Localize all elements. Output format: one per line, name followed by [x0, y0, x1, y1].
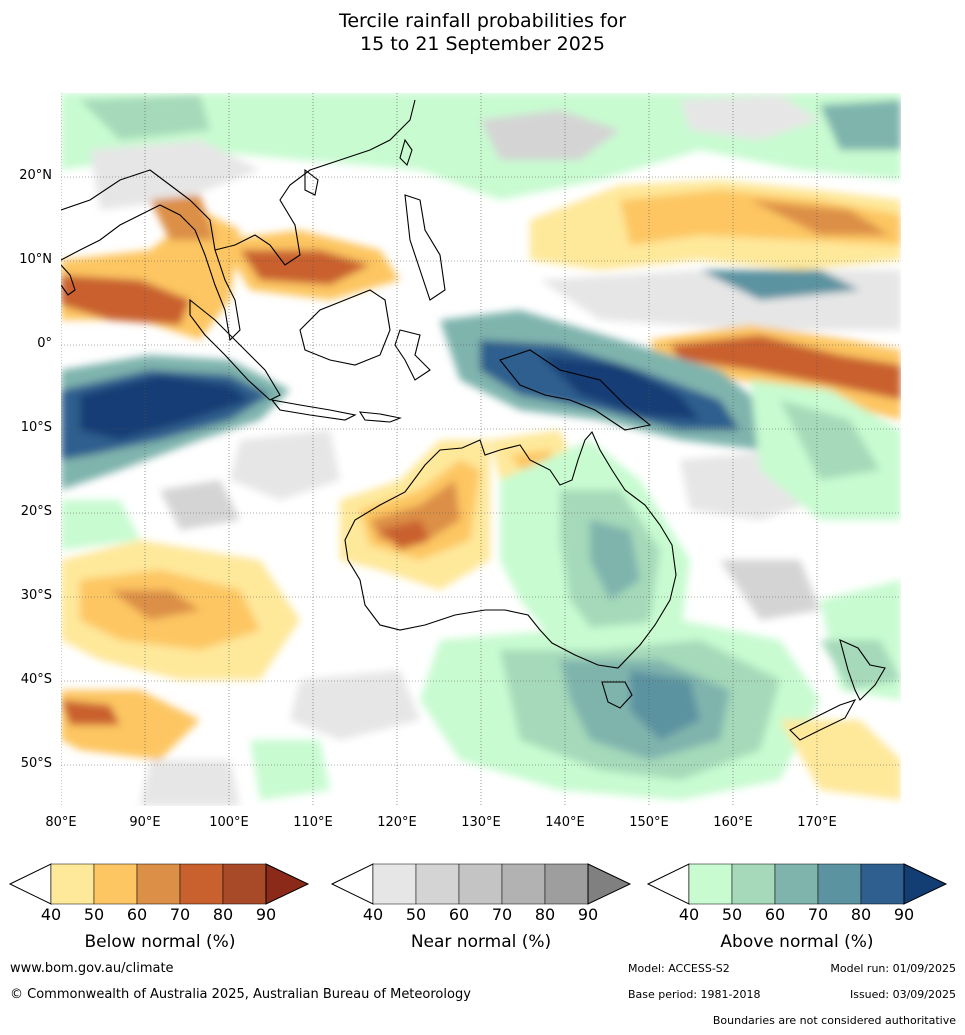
- title-line-1: Tercile rainfall probabilities for: [338, 10, 627, 32]
- near-normal-label: Near normal (%): [410, 932, 552, 952]
- above-normal-label: Above normal (%): [720, 932, 874, 952]
- lon-label-170e: 170°E: [797, 815, 837, 830]
- lon-label-100e: 100°E: [209, 815, 249, 830]
- colorbar-near: [330, 863, 632, 905]
- below-tick-40: 40: [40, 905, 62, 924]
- above-bin-60: [774, 863, 819, 905]
- above-tick-70: 70: [807, 905, 829, 924]
- above-extend-max: [903, 863, 948, 905]
- near-bin-50: [415, 863, 460, 905]
- near-tick-80: 80: [534, 905, 556, 924]
- below-extend-max: [265, 863, 310, 905]
- title-line-2: 15 to 21 September 2025: [360, 33, 605, 55]
- copyright-text: © Commonwealth of Australia 2025, Austra…: [10, 987, 471, 1002]
- lon-label-90e: 90°E: [129, 815, 161, 830]
- north-grey-patches: [90, 140, 260, 210]
- above-tick-90: 90: [893, 905, 915, 924]
- lon-label-140e: 140°E: [545, 815, 585, 830]
- lon-label-120e: 120°E: [377, 815, 417, 830]
- near-tick-90: 90: [577, 905, 599, 924]
- gridlines: [61, 93, 901, 806]
- above-tick-80: 80: [850, 905, 872, 924]
- below-tick-80: 80: [212, 905, 234, 924]
- lat-label-40s: 40°S: [20, 672, 52, 687]
- lon-label-130e: 130°E: [461, 815, 501, 830]
- coastlines: [61, 99, 886, 741]
- lat-label-10n: 10°N: [19, 252, 52, 267]
- below-bin-70: [179, 863, 224, 905]
- lat-label-50s: 50°S: [20, 756, 52, 771]
- lon-label-160e: 160°E: [713, 815, 753, 830]
- issued-date: Issued: 03/09/2025: [849, 988, 956, 1001]
- near-extend-min: [330, 863, 374, 905]
- near-extend-max: [587, 863, 632, 905]
- near-tick-40: 40: [362, 905, 384, 924]
- above-bin-70: [817, 863, 862, 905]
- above-tick-60: 60: [764, 905, 786, 924]
- below-bin-40: [50, 863, 95, 905]
- below-tick-50: 50: [83, 905, 105, 924]
- above-tick-40: 40: [678, 905, 700, 924]
- above-bin-50: [731, 863, 776, 905]
- near-bin-60: [458, 863, 503, 905]
- lat-label-10s: 10°S: [20, 420, 52, 435]
- lat-label-20n: 20°N: [19, 168, 52, 183]
- boundaries-disclaimer: Boundaries are not considered authoritat…: [712, 1014, 956, 1027]
- lat-label-0: 0°: [37, 336, 52, 351]
- lon-label-150e: 150°E: [629, 815, 669, 830]
- colorbar-below: [8, 863, 310, 905]
- below-bin-80: [222, 863, 267, 905]
- above-extend-min: [646, 863, 690, 905]
- near-bin-80: [544, 863, 589, 905]
- lat-label-20s: 20°S: [20, 504, 52, 519]
- near-tick-50: 50: [405, 905, 427, 924]
- below-extend-min: [8, 863, 52, 905]
- model-name: Model: ACCESS-S2: [628, 962, 730, 975]
- below-bin-50: [93, 863, 138, 905]
- above-tick-50: 50: [721, 905, 743, 924]
- near-bin-70: [501, 863, 546, 905]
- lat-label-30s: 30°S: [20, 588, 52, 603]
- model-run: Model run: 01/09/2025: [830, 962, 956, 975]
- map-title: Tercile rainfall probabilities for 15 to…: [0, 10, 965, 56]
- below-normal-label: Below normal (%): [84, 932, 236, 952]
- near-tick-60: 60: [448, 905, 470, 924]
- below-tick-70: 70: [169, 905, 191, 924]
- near-tick-70: 70: [491, 905, 513, 924]
- below-tick-60: 60: [126, 905, 148, 924]
- website-link[interactable]: www.bom.gov.au/climate: [10, 961, 174, 976]
- near-bin-40: [372, 863, 417, 905]
- above-bin-40: [688, 863, 733, 905]
- colorbar-above: [646, 863, 948, 905]
- lon-label-110e: 110°E: [293, 815, 333, 830]
- base-period: Base period: 1981-2018: [628, 988, 761, 1001]
- above-bin-80: [860, 863, 905, 905]
- below-tick-90: 90: [255, 905, 277, 924]
- lon-label-80e: 80°E: [45, 815, 77, 830]
- below-bin-60: [136, 863, 181, 905]
